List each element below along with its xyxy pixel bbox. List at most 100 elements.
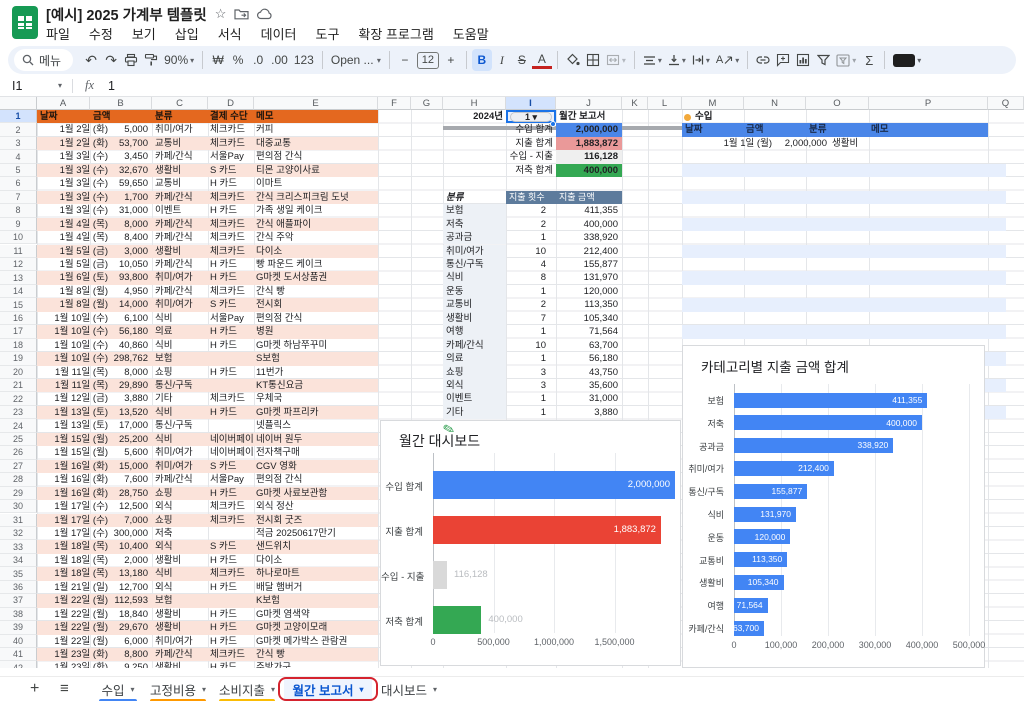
expense-payment-cell[interactable]: 체크카드 bbox=[210, 191, 245, 203]
expense-date-cell[interactable]: 1월 22일 (월) bbox=[54, 622, 108, 634]
expense-category-cell[interactable]: 카페/간식 bbox=[155, 218, 193, 230]
menu-8[interactable]: 도움말 bbox=[452, 27, 489, 42]
row-header-41[interactable]: 41 bbox=[0, 648, 37, 662]
expense-category-cell[interactable]: 카페/간식 bbox=[155, 285, 193, 297]
expense-row-stripe[interactable] bbox=[37, 432, 378, 447]
expense-memo-cell[interactable]: 넷플릭스 bbox=[256, 420, 291, 432]
expense-date-cell[interactable]: 1월 11일 (목) bbox=[55, 366, 108, 378]
expense-date-cell[interactable]: 1월 3일 (수) bbox=[59, 191, 108, 203]
income-category-cell[interactable]: 생활비 bbox=[832, 137, 859, 149]
expense-category-cell[interactable]: 외식 bbox=[155, 501, 173, 513]
category-header-count[interactable]: 지출 횟수 bbox=[509, 191, 545, 202]
expense-payment-cell[interactable]: H 카드 bbox=[210, 339, 237, 351]
expense-memo-cell[interactable]: 편의점 간식 bbox=[256, 151, 303, 163]
category-amount-cell[interactable]: 71,564 bbox=[588, 326, 618, 338]
expense-payment-cell[interactable]: 체크카드 bbox=[210, 124, 245, 136]
expense-header-row[interactable] bbox=[37, 110, 378, 124]
insert-link-button[interactable] bbox=[753, 49, 773, 71]
category-count-cell[interactable]: 1 bbox=[540, 406, 546, 418]
merge-cells-button[interactable]: ▾ bbox=[603, 49, 629, 71]
expense-amount-cell[interactable]: 300,000 bbox=[113, 527, 148, 539]
category-amount-cell[interactable]: 411,355 bbox=[584, 205, 618, 217]
insert-chart-button[interactable] bbox=[793, 49, 813, 71]
row-header-26[interactable]: 26 bbox=[0, 446, 37, 460]
menu-4[interactable]: 서식 bbox=[217, 27, 242, 42]
increase-font-size-button[interactable]: + bbox=[447, 53, 455, 67]
expense-category-cell[interactable]: 취미/여가 bbox=[155, 299, 193, 311]
category-count-cell[interactable]: 4 bbox=[540, 258, 546, 270]
row-header-36[interactable]: 36 bbox=[0, 580, 37, 595]
expense-amount-cell[interactable]: 10,400 bbox=[118, 541, 148, 553]
category-count-cell[interactable]: 3 bbox=[540, 366, 546, 378]
row-header-33[interactable]: 33 bbox=[0, 540, 37, 554]
sheet-menu-caret-icon[interactable]: ▾ bbox=[433, 685, 438, 694]
expense-payment-cell[interactable]: H 카드 bbox=[210, 178, 237, 190]
expense-row-stripe[interactable] bbox=[37, 217, 378, 232]
income-header-cell[interactable]: 날짜 bbox=[685, 124, 703, 136]
borders-button[interactable] bbox=[583, 49, 603, 71]
expense-category-cell[interactable]: 생활비 bbox=[155, 608, 182, 620]
expense-amount-cell[interactable]: 6,100 bbox=[124, 312, 148, 324]
vertical-align-button[interactable]: ▾ bbox=[665, 49, 689, 71]
category-amount-cell[interactable]: 35,600 bbox=[588, 380, 618, 391]
expense-memo-cell[interactable]: G마켓 파프리카 bbox=[256, 406, 319, 418]
expense-category-cell[interactable]: 식비 bbox=[155, 312, 173, 324]
expense-payment-cell[interactable]: H 카드 bbox=[210, 608, 237, 620]
expense-amount-cell[interactable]: 10,050 bbox=[118, 258, 148, 270]
category-header-label[interactable]: 분류 bbox=[446, 191, 464, 203]
expense-date-cell[interactable]: 1월 23일 (화) bbox=[54, 649, 108, 660]
expense-memo-cell[interactable]: 다이소 bbox=[256, 245, 283, 257]
expense-date-cell[interactable]: 1월 3일 (수) bbox=[59, 178, 108, 190]
column-header-D[interactable]: D bbox=[208, 97, 254, 110]
expense-date-cell[interactable]: 1월 4일 (목) bbox=[59, 232, 108, 244]
expense-category-cell[interactable]: 쇼핑 bbox=[155, 366, 173, 378]
expense-date-cell[interactable]: 1월 10일 (수) bbox=[54, 326, 108, 338]
expense-amount-cell[interactable]: 7,000 bbox=[124, 514, 148, 526]
expense-memo-cell[interactable]: K보험 bbox=[256, 595, 280, 607]
category-name-cell[interactable]: 여행 bbox=[443, 325, 506, 339]
expense-payment-cell[interactable]: H 카드 bbox=[210, 205, 237, 217]
expense-category-cell[interactable]: 생활비 bbox=[155, 662, 182, 668]
expense-date-cell[interactable]: 1월 18일 (목) bbox=[54, 541, 108, 553]
zoom-select[interactable]: 90% ▾ bbox=[164, 53, 195, 67]
expense-payment-cell[interactable]: H 카드 bbox=[210, 581, 237, 593]
expense-memo-cell[interactable]: 하나로마트 bbox=[256, 568, 300, 580]
expense-category-cell[interactable]: 식비 bbox=[155, 406, 173, 418]
expense-payment-cell[interactable]: H 카드 bbox=[210, 258, 237, 270]
income-header-cell[interactable]: 분류 bbox=[809, 124, 827, 136]
row-header-10[interactable]: 10 bbox=[0, 231, 37, 245]
expense-category-cell[interactable]: 생활비 bbox=[155, 245, 182, 257]
category-count-cell[interactable]: 1 bbox=[540, 285, 546, 297]
expense-category-cell[interactable]: 생활비 bbox=[155, 554, 182, 566]
chart-monthly-dashboard[interactable]: 월간 대시보드 ✎ 0 500,000 1,000,000 1,500,000 수입 합계 2… bbox=[380, 420, 681, 666]
row-header-23[interactable]: 23 bbox=[0, 405, 37, 420]
expense-category-cell[interactable]: 카페/간식 bbox=[155, 258, 193, 270]
row-header-14[interactable]: 14 bbox=[0, 284, 37, 299]
category-amount-cell[interactable]: 43,750 bbox=[588, 366, 618, 378]
expense-date-cell[interactable]: 1월 13일 (토) bbox=[54, 406, 108, 418]
expense-memo-cell[interactable]: 티몬 고양이사료 bbox=[256, 164, 320, 176]
expense-row-stripe[interactable] bbox=[37, 352, 378, 366]
column-header-G[interactable]: G bbox=[411, 97, 443, 110]
category-name-cell[interactable]: 식비 bbox=[443, 271, 506, 285]
expense-row-stripe[interactable] bbox=[37, 621, 378, 635]
expense-amount-cell[interactable]: 18,840 bbox=[118, 608, 148, 620]
expense-amount-cell[interactable]: 8,800 bbox=[124, 649, 148, 660]
expense-memo-cell[interactable]: 전시회 bbox=[256, 299, 283, 311]
sheet-tab-소비지출[interactable]: 소비지출 ▾ bbox=[215, 677, 279, 701]
summary-label-cell[interactable]: 저축 합계 bbox=[515, 164, 553, 176]
expense-amount-cell[interactable]: 17,000 bbox=[118, 420, 148, 432]
expense-payment-cell[interactable]: 체크카드 bbox=[210, 245, 245, 257]
document-title[interactable]: [예시] 2025 가계부 템플릿 bbox=[46, 7, 207, 24]
category-name-cell[interactable]: 쇼핑 bbox=[443, 365, 506, 379]
decrease-font-size-button[interactable]: − bbox=[401, 53, 409, 67]
expense-date-cell[interactable]: 1월 22일 (월) bbox=[54, 635, 108, 647]
expense-row-stripe[interactable] bbox=[37, 190, 378, 205]
expense-row-stripe[interactable] bbox=[37, 325, 378, 339]
expense-date-cell[interactable]: 1월 22일 (월) bbox=[54, 608, 108, 620]
row-header-7[interactable]: 7 bbox=[0, 190, 37, 205]
expense-category-cell[interactable]: 외식 bbox=[155, 541, 173, 553]
expense-date-cell[interactable]: 1월 2일 (화) bbox=[59, 137, 108, 149]
column-header-F[interactable]: F bbox=[378, 97, 411, 110]
row-header-18[interactable]: 18 bbox=[0, 338, 37, 353]
